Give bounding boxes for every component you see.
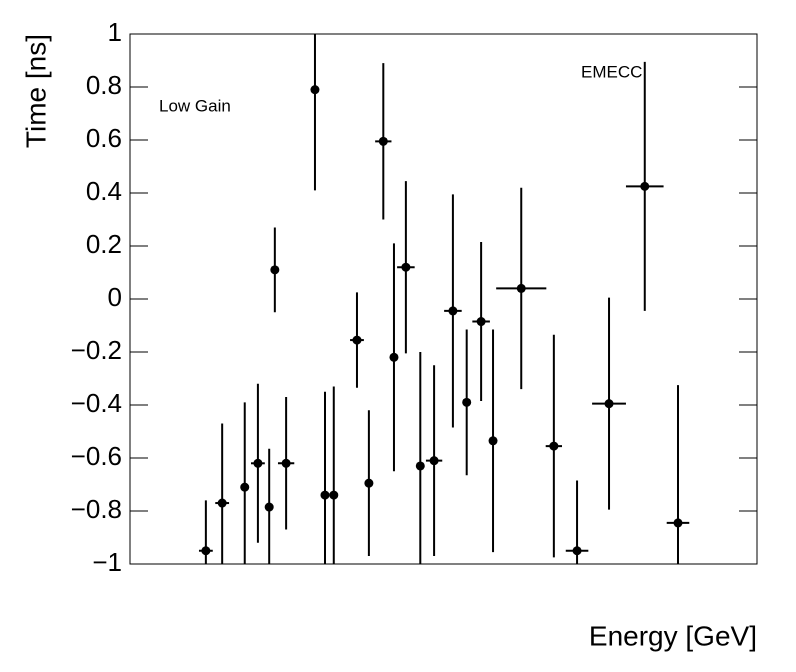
point [549, 441, 559, 451]
point [329, 490, 339, 500]
point [401, 262, 411, 272]
y-tick-label: −1 [92, 547, 122, 577]
point [462, 397, 472, 407]
y-tick-label: −0.4 [71, 388, 122, 418]
point [264, 502, 274, 512]
point [415, 461, 425, 471]
y-tick-label: 0.4 [86, 176, 122, 206]
point [488, 436, 498, 446]
point [270, 265, 280, 275]
point [673, 518, 683, 528]
y-tick-label: 0.6 [86, 123, 122, 153]
y-tick-label: −0.2 [71, 335, 122, 365]
point [429, 456, 439, 466]
point [604, 399, 614, 409]
point [281, 458, 291, 468]
y-axis-title: Time [ns] [20, 34, 51, 148]
point [240, 482, 250, 492]
point [201, 546, 211, 556]
point [320, 490, 330, 500]
point [352, 335, 362, 345]
y-tick-label: −0.6 [71, 441, 122, 471]
data-layer [198, 34, 690, 564]
point [389, 352, 399, 362]
point [572, 546, 582, 556]
y-tick-label: 0.8 [86, 70, 122, 100]
point [378, 136, 388, 146]
point [253, 458, 263, 468]
y-tick-label: 0 [108, 282, 122, 312]
y-tick-label: 1 [108, 17, 122, 47]
point [364, 478, 374, 488]
annotation: EMECC [581, 62, 642, 81]
y-tick-label: −0.8 [71, 494, 122, 524]
point [448, 306, 458, 316]
point [516, 283, 526, 293]
point [217, 498, 227, 508]
point [476, 317, 486, 327]
y-tick-label: 0.2 [86, 229, 122, 259]
x-axis-title: Energy [GeV] [589, 620, 757, 651]
annotation: Low Gain [159, 96, 231, 115]
point [640, 181, 650, 191]
point [310, 85, 320, 95]
